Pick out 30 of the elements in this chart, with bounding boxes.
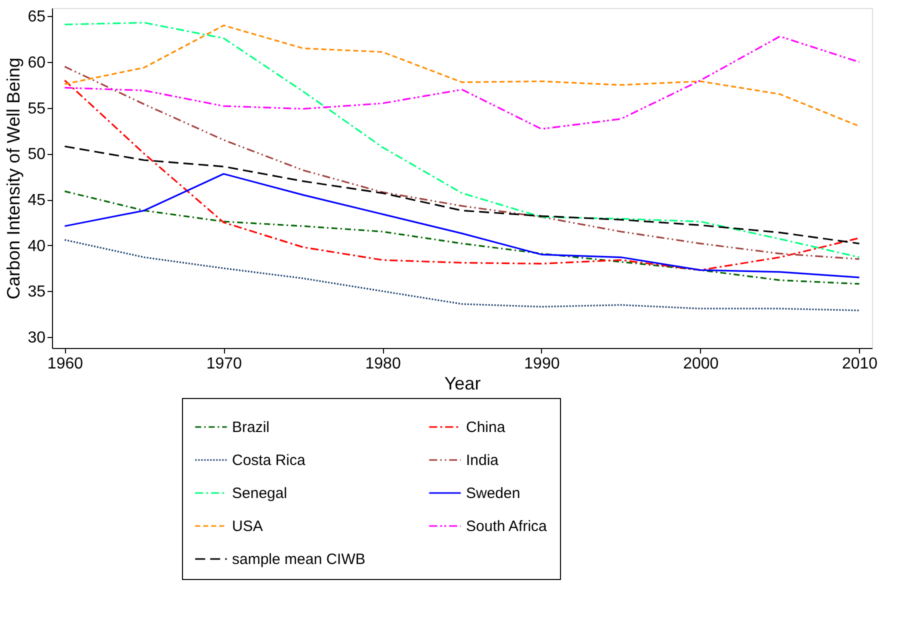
legend-label: Brazil xyxy=(232,419,270,436)
y-tick-label: 35 xyxy=(28,284,46,301)
y-tick-label: 40 xyxy=(28,238,46,255)
x-tick-label: 1960 xyxy=(47,356,84,372)
line-series xyxy=(64,22,860,258)
x-tick-label: 2000 xyxy=(683,356,719,372)
legend-label: China xyxy=(466,419,506,436)
x-tick-label: 2010 xyxy=(842,356,878,372)
y-tick-label: 60 xyxy=(28,54,46,72)
legend-label: South Africa xyxy=(466,518,548,535)
y-tick-label: 45 xyxy=(28,192,46,210)
x-axis-title: Year xyxy=(444,374,481,394)
line-series xyxy=(64,173,860,278)
legend-label: sample mean CIWB xyxy=(232,551,366,568)
x-tick-label: 1970 xyxy=(206,356,242,372)
legend-label: Sweden xyxy=(466,485,520,502)
legend-label: USA xyxy=(232,518,263,535)
legend-label: Costa Rica xyxy=(232,452,306,469)
legend-label: India xyxy=(466,452,500,469)
y-axis-title: Carbon Intensity of Well Being xyxy=(4,58,24,300)
x-tick-label: 1990 xyxy=(524,356,560,372)
legend-label: Senegal xyxy=(232,485,288,502)
line-series xyxy=(64,190,860,285)
y-tick-label: 50 xyxy=(28,146,46,164)
y-tick-label: 30 xyxy=(28,330,46,347)
line-series xyxy=(64,239,860,312)
y-tick-label: 65 xyxy=(28,8,46,26)
x-tick-label: 1980 xyxy=(365,356,401,372)
y-tick-label: 55 xyxy=(28,100,46,118)
line-series xyxy=(64,146,860,244)
